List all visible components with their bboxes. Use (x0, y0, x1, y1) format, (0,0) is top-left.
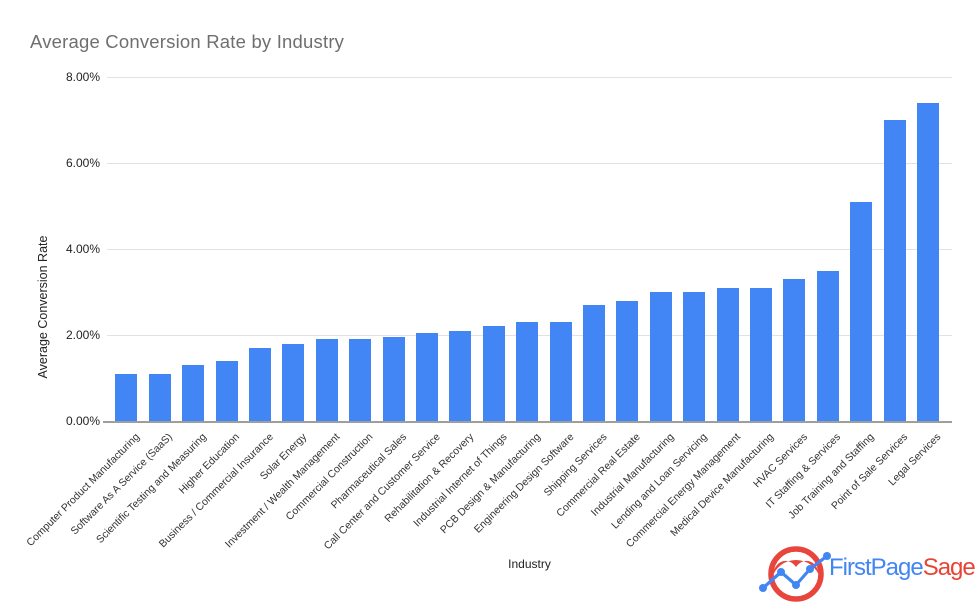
bar (516, 322, 539, 421)
y-tick-label: 8.00% (65, 70, 100, 84)
gridline (107, 163, 952, 164)
bar (649, 292, 672, 421)
gridline (107, 249, 952, 250)
bar (249, 347, 271, 421)
gridline (107, 77, 952, 78)
logo-circle-icon (768, 546, 824, 602)
bar (549, 322, 572, 421)
brand-wordmark-sage: Sage (922, 554, 976, 581)
x-axis-line (103, 421, 952, 423)
y-tick-label: 6.00% (65, 156, 100, 170)
bar (683, 292, 706, 421)
bar (750, 287, 772, 421)
y-tick-label: 4.00% (65, 242, 100, 256)
bar (783, 279, 806, 421)
bar (148, 373, 171, 421)
bar (883, 120, 906, 421)
bar (449, 330, 472, 421)
bar (349, 339, 372, 421)
brand-wordmark-firstpage: FirstPage (829, 554, 924, 581)
firstpagesage-logo-icon (759, 546, 831, 602)
y-tick-label: 2.00% (65, 328, 100, 342)
brand-wordmark: FirstPageSage (829, 554, 976, 582)
bar (416, 332, 438, 421)
bar (616, 300, 639, 421)
y-axis-title: Average Conversion Rate (36, 235, 50, 379)
x-axis-label: Higher Education (176, 431, 243, 497)
x-axis-title: Industry (508, 557, 551, 571)
bar (917, 102, 939, 421)
logo-trendline-dots-icon (759, 552, 831, 592)
y-tick-label: 0.00% (65, 414, 100, 428)
bar (282, 343, 305, 421)
bar (115, 373, 138, 421)
bar (182, 365, 205, 421)
bar (816, 270, 839, 421)
firstpagesage-logo: FirstPageSage (745, 544, 980, 604)
bar (382, 337, 405, 421)
logo-heart-icon (772, 560, 820, 578)
bar (850, 201, 873, 421)
chart-title: Average Conversion Rate by Industry (30, 31, 345, 52)
bar (716, 287, 739, 421)
bar (583, 304, 605, 421)
bar (215, 360, 238, 421)
bar (315, 339, 338, 421)
bar (482, 326, 505, 421)
